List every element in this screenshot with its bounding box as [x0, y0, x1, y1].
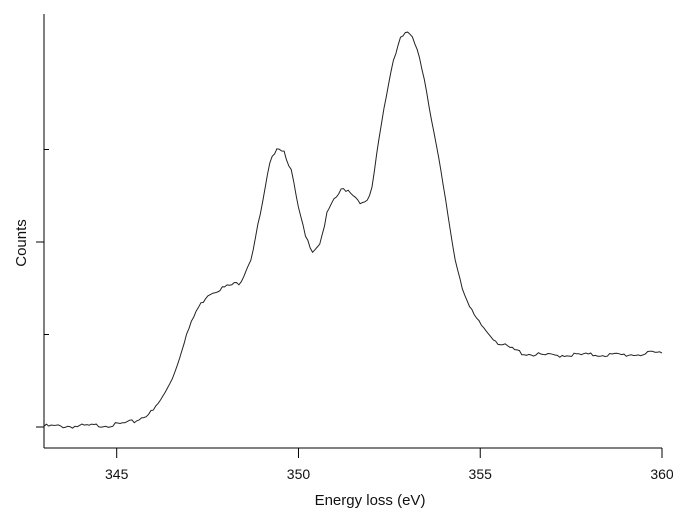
- series-layer: [43, 31, 663, 429]
- x-tick-label: 355: [469, 466, 493, 482]
- x-tick-label: 360: [650, 466, 673, 482]
- y-ticks: [36, 149, 49, 428]
- spectrum-line: [43, 31, 663, 429]
- x-ticks: 345 350 355 360: [105, 448, 673, 482]
- x-tick-label: 345: [105, 466, 129, 482]
- x-tick-label: 350: [287, 466, 311, 482]
- y-axis-title: Counts: [13, 219, 30, 267]
- axes: [43, 14, 662, 449]
- x-axis-title: Energy loss (eV): [315, 492, 426, 509]
